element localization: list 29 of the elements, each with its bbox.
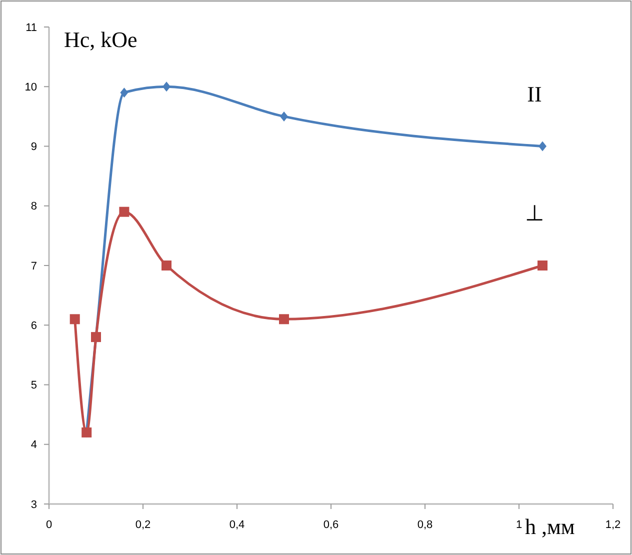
y-tick-label: 8 xyxy=(30,200,37,213)
point xyxy=(538,141,546,152)
x-axis-title: h ,мм xyxy=(525,514,575,539)
y-tick-label: 6 xyxy=(30,320,37,332)
y-tick-label: 9 xyxy=(30,141,37,154)
point xyxy=(162,260,172,270)
x-tick-label: 0,2 xyxy=(135,519,151,531)
y-tick-label: 11 xyxy=(26,22,37,34)
x-tick-label: 0 xyxy=(46,519,52,531)
point xyxy=(120,88,128,98)
x-tick-label: 1,2 xyxy=(605,519,621,531)
y-tick-label: 7 xyxy=(30,260,37,272)
x-tick-label: 1 xyxy=(516,519,522,531)
point xyxy=(538,260,548,270)
y-tick-label: 3 xyxy=(30,498,37,511)
point xyxy=(119,206,130,217)
y-tick-label: 5 xyxy=(30,380,37,392)
series-label: II xyxy=(527,81,542,106)
point xyxy=(162,82,170,92)
point xyxy=(280,111,288,122)
y-tick-label: 4 xyxy=(30,439,37,452)
y-axis-title: Hc, kOe xyxy=(64,27,138,52)
x-tick-label: 0,8 xyxy=(417,519,433,531)
series-label: ⊥ xyxy=(525,200,544,226)
y-tick-label: 10 xyxy=(24,81,37,94)
x-tick-label: 0,6 xyxy=(323,519,339,531)
x-tick-label: 0,4 xyxy=(229,519,245,531)
point xyxy=(70,314,80,324)
point xyxy=(279,314,289,324)
